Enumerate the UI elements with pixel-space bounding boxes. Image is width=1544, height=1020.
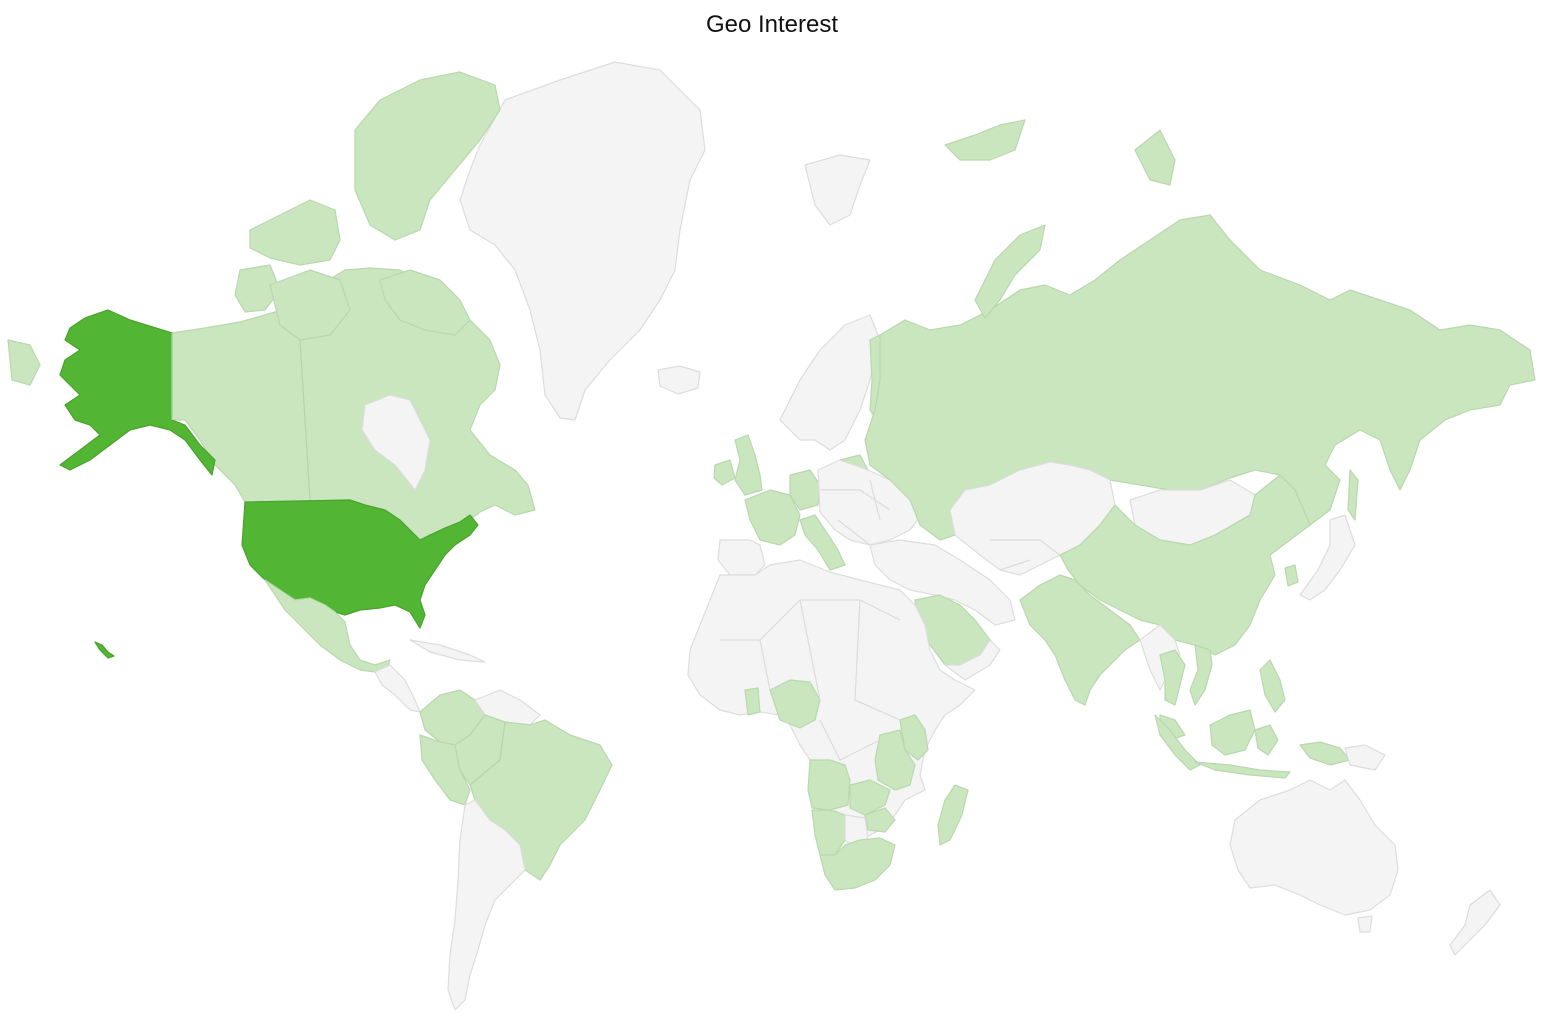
region-japan[interactable] <box>1299 514 1356 601</box>
border-canada-provinces <box>171 333 311 501</box>
border-africa-2 <box>759 599 901 721</box>
region-tanzania[interactable] <box>874 729 916 791</box>
border-europe <box>820 479 891 546</box>
region-italy[interactable] <box>799 514 846 571</box>
region-yemen-oman[interactable] <box>944 639 1001 681</box>
region-germany[interactable] <box>789 469 821 511</box>
region-namibia[interactable] <box>811 809 846 856</box>
region-alaska[interactable] <box>59 309 216 476</box>
map-title: Geo Interest <box>705 11 839 38</box>
region-canada-islands-1[interactable] <box>354 71 501 241</box>
border-africa-3 <box>819 719 881 761</box>
region-iceland[interactable] <box>657 365 701 395</box>
region-canada-islands-2[interactable] <box>249 199 341 266</box>
region-scandinavia[interactable] <box>779 314 881 451</box>
region-france[interactable] <box>744 489 801 546</box>
region-philippines[interactable] <box>1259 659 1286 713</box>
region-zimbabwe[interactable] <box>864 807 896 833</box>
region-franz-josef[interactable] <box>944 119 1026 161</box>
region-canada-islands-3[interactable] <box>234 264 281 313</box>
region-indonesia-java[interactable] <box>1194 761 1291 779</box>
region-south-africa[interactable] <box>819 837 896 891</box>
region-nigeria[interactable] <box>769 679 821 729</box>
region-borneo[interactable] <box>1209 709 1256 756</box>
region-south-korea[interactable] <box>1284 564 1299 587</box>
region-caribbean[interactable] <box>409 639 486 663</box>
region-australia[interactable] <box>1229 779 1399 916</box>
region-sulawesi[interactable] <box>1254 724 1279 756</box>
border-south-america <box>469 721 506 786</box>
region-tasmania[interactable] <box>1357 915 1373 933</box>
region-chukotka-east[interactable] <box>7 339 41 386</box>
region-madagascar[interactable] <box>937 784 969 846</box>
region-kazakhstan[interactable] <box>949 461 1116 576</box>
region-new-zealand[interactable] <box>1449 889 1501 956</box>
region-canada-islands-4[interactable] <box>269 269 351 341</box>
region-angola[interactable] <box>807 759 851 811</box>
region-thailand[interactable] <box>1159 649 1186 706</box>
region-indonesia-sumatra[interactable] <box>1154 714 1201 771</box>
region-canada[interactable] <box>171 267 536 541</box>
region-zambia[interactable] <box>849 779 891 816</box>
region-new-siberian-islands[interactable] <box>1134 129 1176 186</box>
region-china[interactable] <box>1059 474 1311 656</box>
region-middle-east[interactable] <box>869 539 1016 626</box>
region-ecuador-peru[interactable] <box>419 734 471 806</box>
region-novaya-zemlya[interactable] <box>974 224 1046 319</box>
region-greenland[interactable] <box>459 61 706 421</box>
region-central-america[interactable] <box>374 664 421 713</box>
region-svalbard-west[interactable] <box>804 154 871 226</box>
region-argentina-chile[interactable] <box>447 799 526 1011</box>
border-central-asia <box>990 539 1061 571</box>
region-iberia[interactable] <box>717 539 766 576</box>
region-ireland[interactable] <box>713 459 736 486</box>
region-united-kingdom[interactable] <box>734 434 763 496</box>
region-canada-islands-5[interactable] <box>379 269 471 336</box>
region-mexico[interactable] <box>264 579 391 676</box>
region-eastern-europe[interactable] <box>817 459 926 546</box>
region-vietnam[interactable] <box>1189 644 1213 706</box>
region-hawaii[interactable] <box>94 641 115 659</box>
region-ghana[interactable] <box>744 687 761 716</box>
region-new-guinea-east[interactable] <box>1344 744 1386 771</box>
region-sakhalin[interactable] <box>1347 469 1359 521</box>
region-papua-new-guinea[interactable] <box>1299 741 1351 766</box>
region-india[interactable] <box>1019 574 1141 706</box>
region-hudson-bay[interactable] <box>361 394 431 491</box>
